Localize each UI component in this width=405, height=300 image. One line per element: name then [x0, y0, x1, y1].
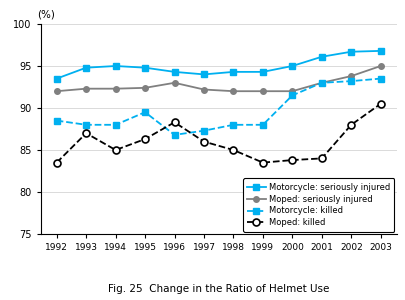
Moped: killed: (2e+03, 88): killed: (2e+03, 88): [349, 123, 354, 127]
Motorcycle: killed: (2e+03, 91.5): killed: (2e+03, 91.5): [290, 94, 295, 97]
Motorcycle: killed: (2e+03, 88): killed: (2e+03, 88): [231, 123, 236, 127]
Moped: seriously injured: (2e+03, 93): seriously injured: (2e+03, 93): [172, 81, 177, 85]
Motorcycle: seriously injured: (1.99e+03, 94.8): seriously injured: (1.99e+03, 94.8): [84, 66, 89, 70]
Line: Moped: seriously injured: Moped: seriously injured: [54, 63, 384, 94]
Moped: seriously injured: (1.99e+03, 92.3): seriously injured: (1.99e+03, 92.3): [84, 87, 89, 91]
Moped: killed: (2e+03, 83.5): killed: (2e+03, 83.5): [260, 161, 265, 164]
Moped: seriously injured: (2e+03, 92): seriously injured: (2e+03, 92): [260, 89, 265, 93]
Line: Motorcycle: killed: Motorcycle: killed: [54, 76, 384, 138]
Motorcycle: killed: (2e+03, 86.8): killed: (2e+03, 86.8): [172, 133, 177, 137]
Text: Fig. 25  Change in the Ratio of Helmet Use: Fig. 25 Change in the Ratio of Helmet Us…: [108, 284, 329, 294]
Line: Moped: killed: Moped: killed: [53, 100, 384, 166]
Legend: Motorcycle: seriously injured, Moped: seriously injured, Motorcycle: killed, Mop: Motorcycle: seriously injured, Moped: se…: [243, 178, 394, 232]
Motorcycle: seriously injured: (2e+03, 94.8): seriously injured: (2e+03, 94.8): [143, 66, 147, 70]
Text: (%): (%): [37, 10, 55, 20]
Motorcycle: seriously injured: (2e+03, 96.7): seriously injured: (2e+03, 96.7): [349, 50, 354, 53]
Motorcycle: killed: (2e+03, 93.5): killed: (2e+03, 93.5): [378, 77, 383, 80]
Motorcycle: seriously injured: (1.99e+03, 95): seriously injured: (1.99e+03, 95): [113, 64, 118, 68]
Moped: seriously injured: (2e+03, 92.2): seriously injured: (2e+03, 92.2): [202, 88, 207, 91]
Motorcycle: killed: (1.99e+03, 88): killed: (1.99e+03, 88): [84, 123, 89, 127]
Moped: seriously injured: (2e+03, 92): seriously injured: (2e+03, 92): [290, 89, 295, 93]
Motorcycle: killed: (2e+03, 93.2): killed: (2e+03, 93.2): [349, 79, 354, 83]
Moped: killed: (2e+03, 86): killed: (2e+03, 86): [202, 140, 207, 143]
Motorcycle: killed: (2e+03, 87.3): killed: (2e+03, 87.3): [202, 129, 207, 133]
Motorcycle: seriously injured: (2e+03, 96.1): seriously injured: (2e+03, 96.1): [320, 55, 324, 58]
Line: Motorcycle: seriously injured: Motorcycle: seriously injured: [54, 48, 384, 81]
Motorcycle: killed: (1.99e+03, 88): killed: (1.99e+03, 88): [113, 123, 118, 127]
Motorcycle: seriously injured: (2e+03, 96.8): seriously injured: (2e+03, 96.8): [378, 49, 383, 53]
Moped: killed: (1.99e+03, 85): killed: (1.99e+03, 85): [113, 148, 118, 152]
Moped: seriously injured: (2e+03, 95): seriously injured: (2e+03, 95): [378, 64, 383, 68]
Motorcycle: seriously injured: (2e+03, 94): seriously injured: (2e+03, 94): [202, 73, 207, 76]
Moped: seriously injured: (1.99e+03, 92.3): seriously injured: (1.99e+03, 92.3): [113, 87, 118, 91]
Motorcycle: killed: (1.99e+03, 88.5): killed: (1.99e+03, 88.5): [54, 119, 59, 122]
Moped: seriously injured: (2e+03, 92): seriously injured: (2e+03, 92): [231, 89, 236, 93]
Moped: killed: (2e+03, 90.5): killed: (2e+03, 90.5): [378, 102, 383, 106]
Moped: seriously injured: (1.99e+03, 92): seriously injured: (1.99e+03, 92): [54, 89, 59, 93]
Motorcycle: seriously injured: (2e+03, 95): seriously injured: (2e+03, 95): [290, 64, 295, 68]
Motorcycle: killed: (2e+03, 88): killed: (2e+03, 88): [260, 123, 265, 127]
Motorcycle: seriously injured: (2e+03, 94.3): seriously injured: (2e+03, 94.3): [231, 70, 236, 74]
Moped: killed: (1.99e+03, 87): killed: (1.99e+03, 87): [84, 131, 89, 135]
Motorcycle: seriously injured: (1.99e+03, 93.5): seriously injured: (1.99e+03, 93.5): [54, 77, 59, 80]
Moped: seriously injured: (2e+03, 93.8): seriously injured: (2e+03, 93.8): [349, 74, 354, 78]
Motorcycle: seriously injured: (2e+03, 94.3): seriously injured: (2e+03, 94.3): [260, 70, 265, 74]
Motorcycle: seriously injured: (2e+03, 94.3): seriously injured: (2e+03, 94.3): [172, 70, 177, 74]
Moped: killed: (2e+03, 85): killed: (2e+03, 85): [231, 148, 236, 152]
Motorcycle: killed: (2e+03, 93): killed: (2e+03, 93): [320, 81, 324, 85]
Moped: killed: (2e+03, 83.8): killed: (2e+03, 83.8): [290, 158, 295, 162]
Moped: killed: (1.99e+03, 83.5): killed: (1.99e+03, 83.5): [54, 161, 59, 164]
Moped: killed: (2e+03, 88.3): killed: (2e+03, 88.3): [172, 121, 177, 124]
Moped: seriously injured: (2e+03, 92.4): seriously injured: (2e+03, 92.4): [143, 86, 147, 90]
Moped: killed: (2e+03, 84): killed: (2e+03, 84): [320, 157, 324, 160]
Motorcycle: killed: (2e+03, 89.5): killed: (2e+03, 89.5): [143, 110, 147, 114]
Moped: killed: (2e+03, 86.3): killed: (2e+03, 86.3): [143, 137, 147, 141]
Moped: seriously injured: (2e+03, 93): seriously injured: (2e+03, 93): [320, 81, 324, 85]
